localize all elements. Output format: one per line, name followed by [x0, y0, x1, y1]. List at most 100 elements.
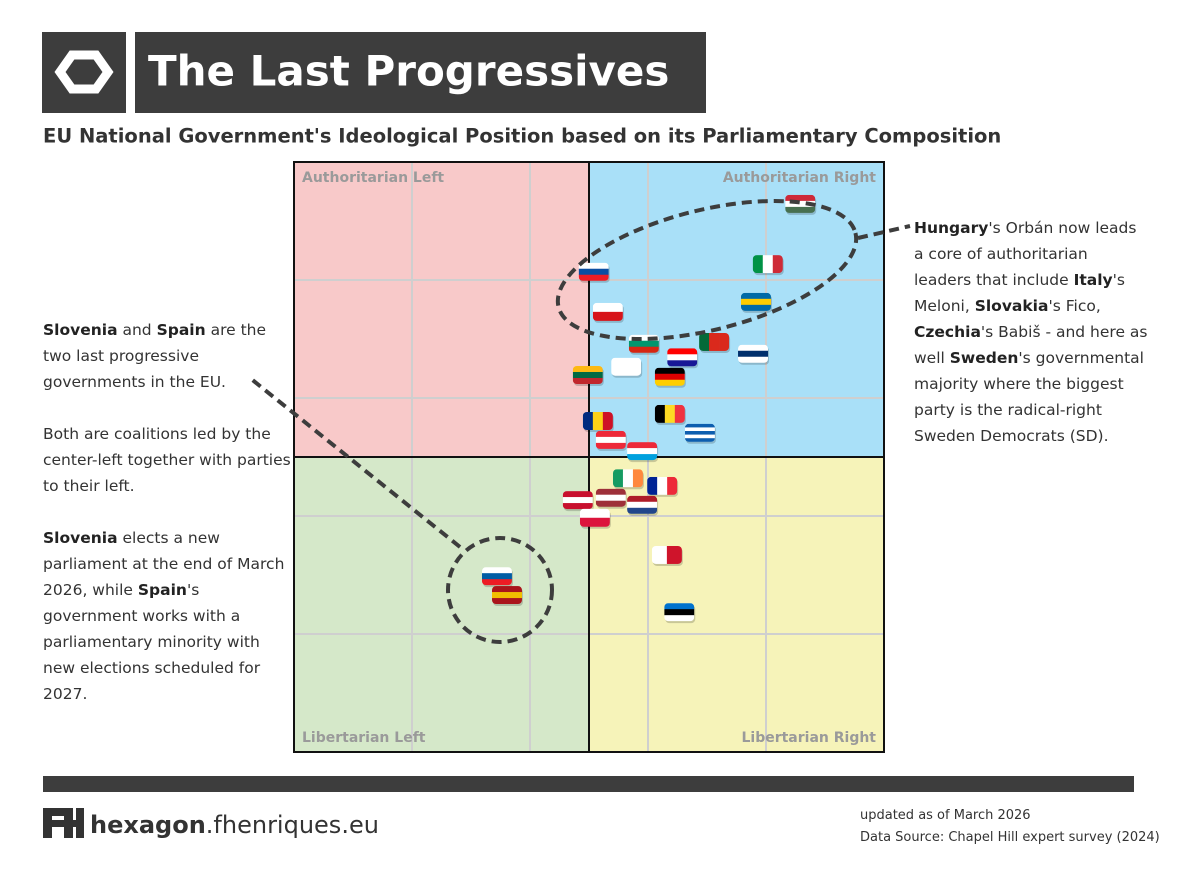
- flag-stripe: [709, 332, 720, 351]
- flag-stripe: [664, 615, 695, 622]
- flag-stripe: [628, 340, 659, 348]
- flag-stripe: [785, 206, 816, 213]
- flag-stripe: [684, 434, 715, 439]
- plot: Authoritarian Left Authoritarian Right Lib…: [293, 161, 885, 753]
- plot-border: [293, 161, 885, 753]
- brand-bold: hexagon: [90, 811, 206, 839]
- flag-stripe: [738, 344, 769, 352]
- flag-stripe: [667, 476, 678, 495]
- quadrant: [294, 162, 589, 457]
- right-annotation: Hungary's Orbán now leads a core of auth…: [914, 215, 1149, 475]
- flag-stripe: [752, 255, 764, 274]
- flag: [654, 367, 686, 388]
- logo-hexagon: [54, 50, 114, 94]
- left-annotation: Slovenia and Spain are the two last prog…: [43, 317, 293, 733]
- bold-text: Slovakia: [974, 297, 1049, 315]
- flag: [578, 262, 610, 283]
- flag-stripe: [667, 360, 698, 367]
- flag: [684, 423, 716, 444]
- flag-stripe: [572, 371, 603, 379]
- updated: updated as of March 2026: [860, 808, 1031, 823]
- flag-stripe: [654, 367, 685, 375]
- paragraph: Slovenia and Spain are the two last prog…: [43, 317, 293, 395]
- flag-stripe: [628, 334, 659, 342]
- text: 's Orbán now leads a core of authoritari…: [914, 219, 1137, 289]
- flag-stripe: [612, 469, 624, 488]
- flag-stripe: [627, 448, 658, 455]
- flag-stripe: [654, 373, 685, 381]
- flag-stripe: [657, 476, 668, 495]
- flag: [664, 603, 696, 624]
- flag-stripe: [647, 476, 658, 495]
- flag-stripe: [664, 603, 695, 610]
- paragraph: Both are coalitions led by the center-le…: [43, 421, 293, 499]
- title-box: [135, 32, 706, 113]
- flag-stripe: [579, 517, 610, 527]
- footer-bar: [43, 776, 1134, 792]
- text: 's Meloni,: [914, 271, 1125, 315]
- footer-logo: [43, 808, 84, 838]
- text: 's Babiš - and here as well: [914, 323, 1148, 367]
- flag-stripe: [654, 404, 666, 423]
- quadrant: [589, 162, 884, 457]
- flag: [579, 508, 611, 529]
- flag: [740, 292, 772, 313]
- flag-stripe: [699, 332, 710, 351]
- text: are the two last progressive governments…: [43, 321, 267, 391]
- flag-stripe: [579, 508, 610, 519]
- flag-stripe: [684, 423, 715, 428]
- flag-stripe: [562, 491, 593, 498]
- flag-stripe: [627, 507, 658, 514]
- flag-stripe: [595, 494, 626, 502]
- flag: [572, 365, 604, 386]
- flag: [595, 488, 627, 509]
- bold-text: Czechia: [914, 323, 981, 341]
- flag-stripe: [738, 350, 769, 358]
- flag: [752, 255, 784, 276]
- text: 's governmental majority where the bigge…: [914, 349, 1144, 445]
- paragraph: Slovenia elects a new parliament at the …: [43, 525, 293, 707]
- flag-stripe: [627, 501, 658, 509]
- flag: [667, 348, 699, 369]
- flag-stripe: [481, 579, 512, 586]
- flag-stripe: [562, 503, 593, 510]
- flag-stripe: [562, 497, 593, 504]
- flag-stripe: [719, 332, 730, 351]
- flag: [595, 430, 627, 451]
- flag-stripe: [481, 573, 512, 580]
- flag-stripe: [674, 404, 685, 423]
- text: and: [117, 321, 157, 339]
- flag-stripe: [491, 598, 522, 605]
- flag-stripe: [578, 274, 609, 281]
- flag-stripe: [595, 436, 626, 444]
- flag: [562, 491, 594, 512]
- flag-stripe: [595, 430, 626, 438]
- flag-stripe: [602, 412, 613, 431]
- flag-stripe: [592, 302, 623, 313]
- flag-stripe: [738, 356, 769, 363]
- flag: [627, 495, 659, 516]
- bold-text: Spain: [137, 581, 187, 599]
- flag: [611, 357, 643, 378]
- quadrant: [294, 457, 589, 752]
- text: 's government works with a parliamentary…: [43, 581, 261, 703]
- flag-stripe: [667, 348, 698, 355]
- flag: [612, 469, 644, 490]
- source: Data Source: Chapel Hill expert survey (…: [860, 830, 1160, 845]
- brand-rest: .fhenriques.eu: [206, 811, 379, 839]
- flag-stripe: [632, 469, 643, 488]
- flag-stripe: [627, 442, 658, 449]
- flag-stripe: [592, 412, 604, 431]
- flag: [582, 412, 614, 433]
- quadrant-label: Libertarian Right: [741, 730, 876, 746]
- subtitle: EU National Government's Ideological Pos…: [43, 125, 1001, 148]
- logo-box: [42, 32, 126, 113]
- flag: [627, 442, 659, 463]
- flag-stripe: [595, 488, 626, 496]
- flag-stripe: [684, 427, 715, 432]
- bold-text: Spain: [156, 321, 206, 339]
- bold-text: Slovenia: [43, 321, 118, 339]
- connector: [248, 376, 462, 549]
- flag-stripe: [578, 268, 609, 276]
